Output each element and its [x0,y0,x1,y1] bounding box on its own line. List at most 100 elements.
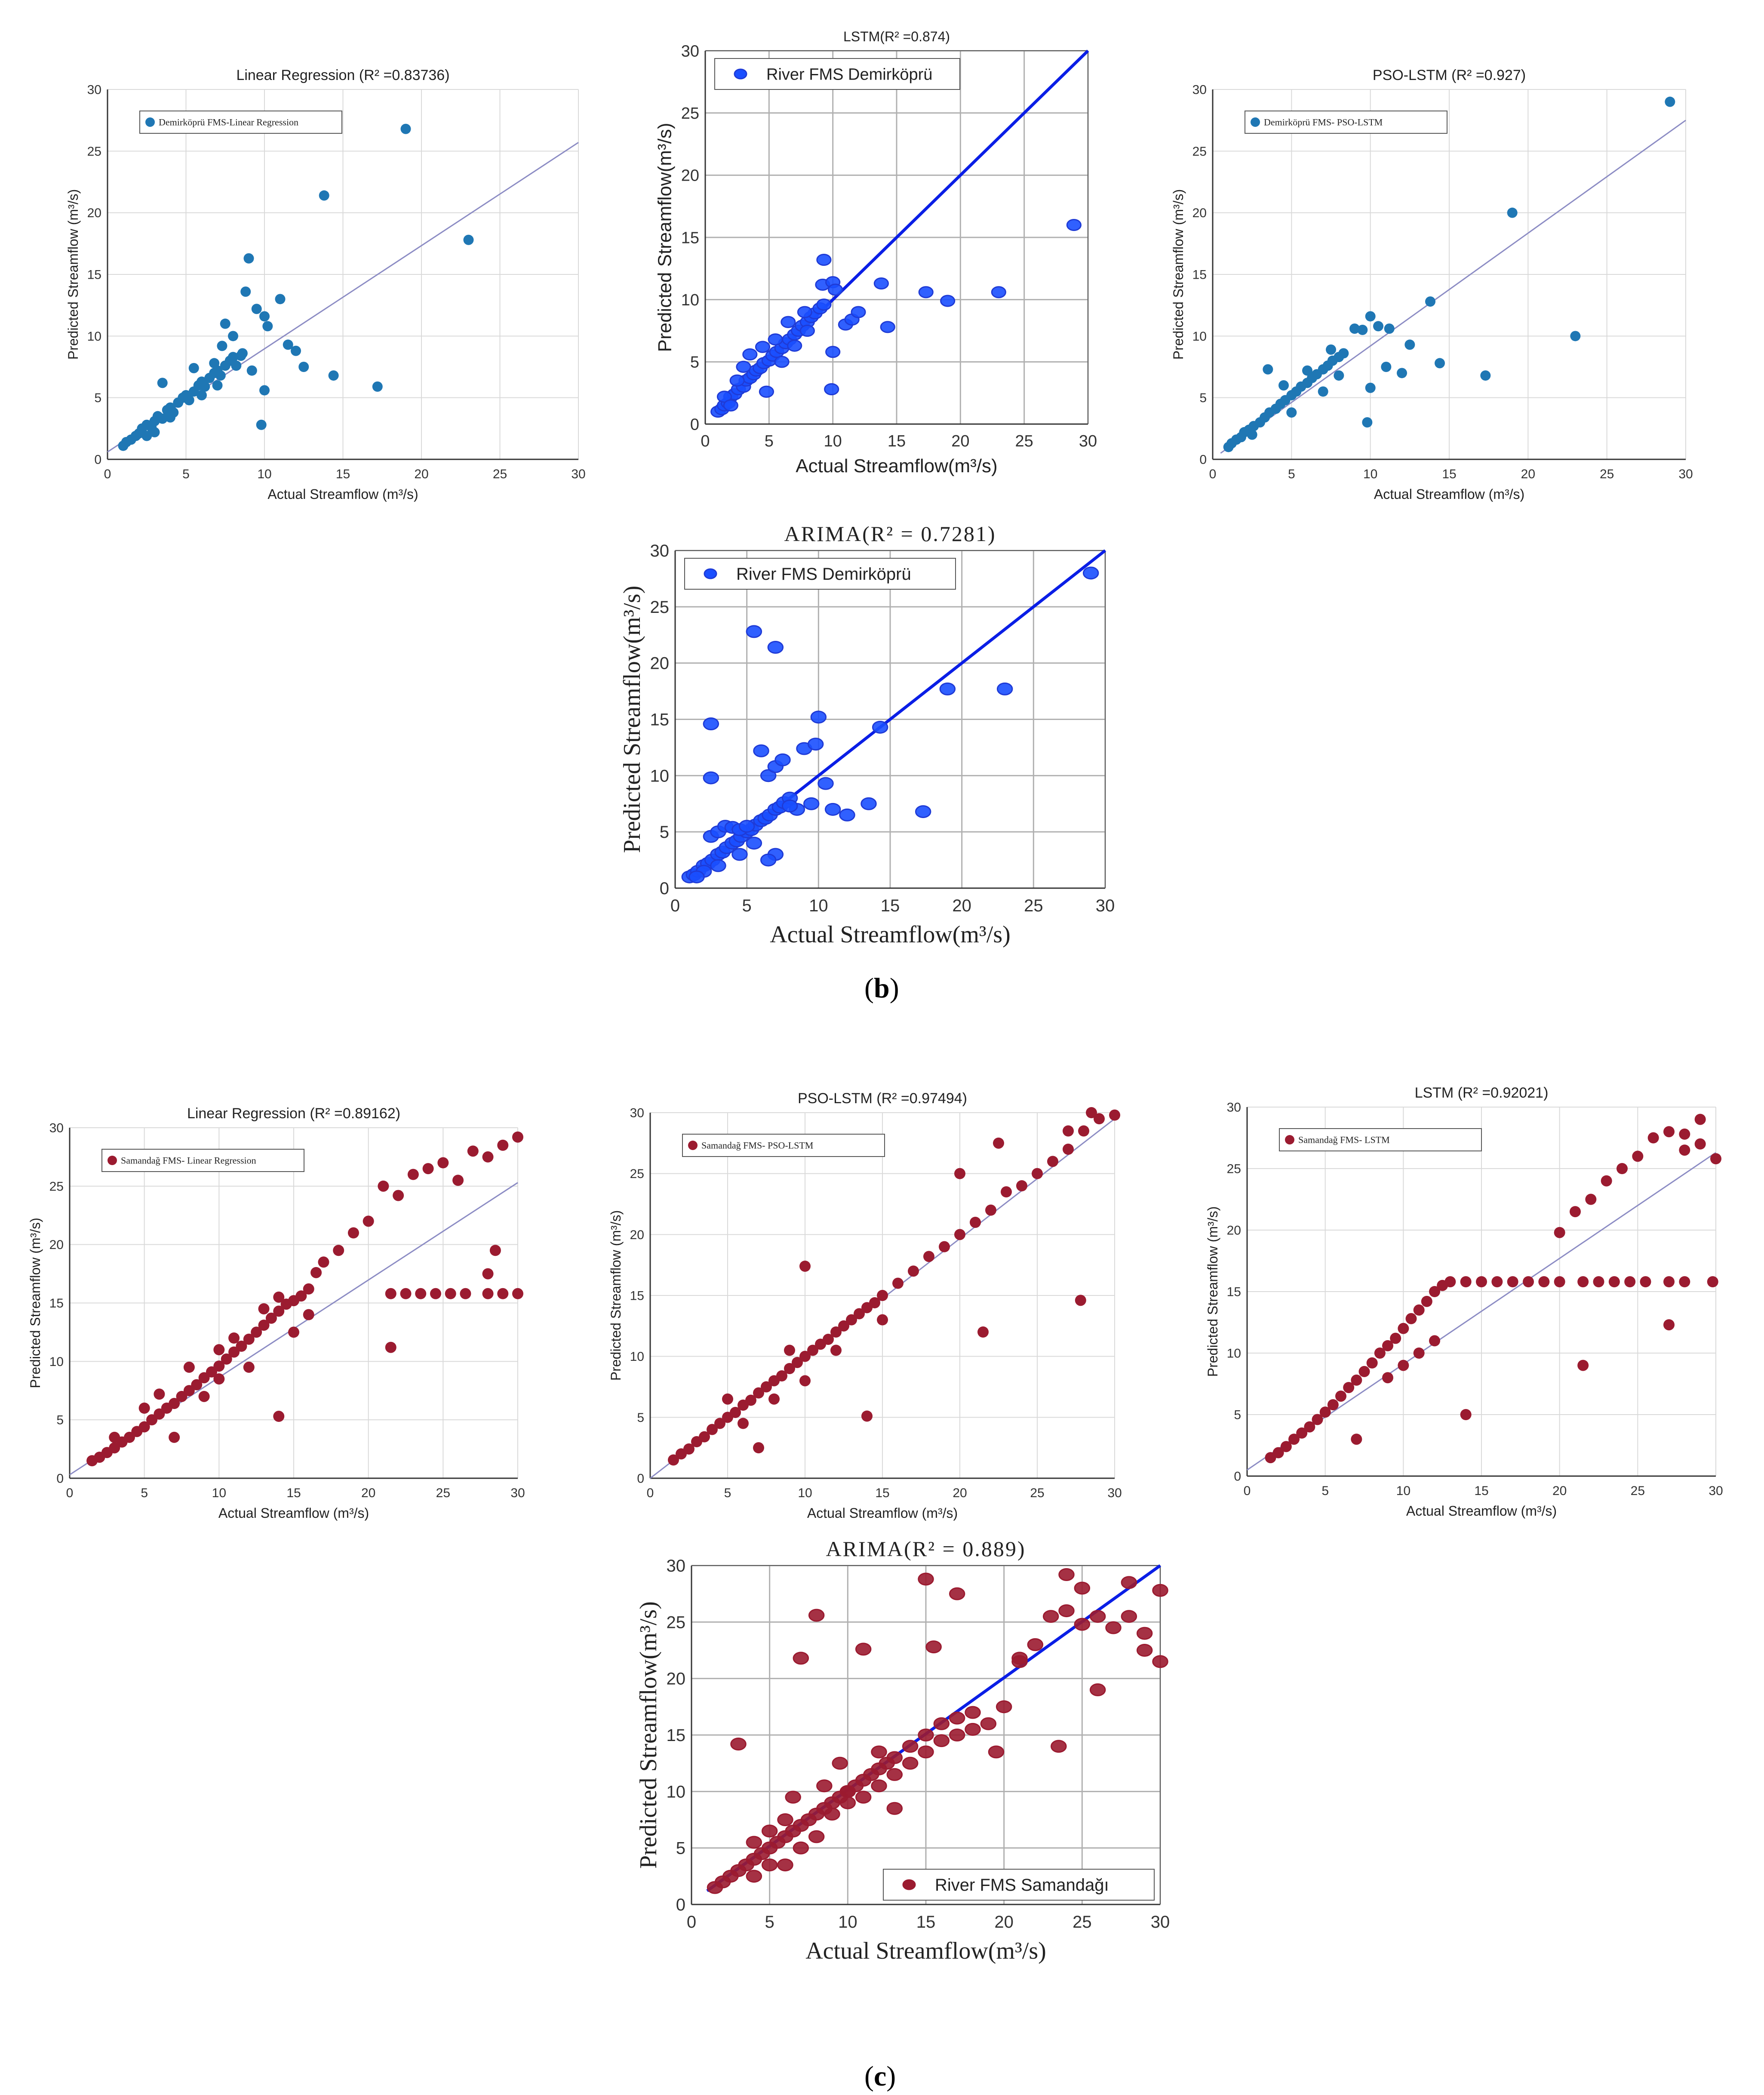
y-axis-label: Predicted Streamflow (m³/s) [28,1218,43,1388]
x-tick-label: 15 [888,432,906,450]
x-tick-label: 15 [336,467,350,481]
y-axis-label: Predicted Streamflow (m³/s) [1205,1206,1220,1377]
x-tick-label: 25 [1015,432,1033,450]
data-point [1554,1276,1565,1288]
y-tick-label: 5 [56,1413,64,1427]
data-point [784,1344,795,1356]
data-point [810,711,827,724]
y-tick-label: 0 [690,415,699,434]
data-point [1679,1128,1690,1140]
data-point [291,345,301,356]
x-tick-label: 10 [809,896,828,915]
data-point [482,1288,494,1299]
data-point [839,1785,856,1798]
data-point [925,1640,942,1654]
data-point [753,1442,764,1454]
data-point [138,1403,150,1414]
data-point [933,1717,950,1730]
data-point [792,1357,803,1368]
data-point [288,1326,299,1338]
data-point [303,1283,314,1295]
y-tick-label: 30 [87,83,101,97]
y-tick-label: 0 [94,453,101,467]
x-tick-label: 15 [916,1913,936,1932]
data-point [742,348,758,361]
data-point [933,1734,950,1747]
data-point [1381,362,1392,372]
data-point [318,1256,329,1268]
data-point [467,1145,479,1157]
y-axis-label: Predicted Streamflow(m³/s) [619,586,645,853]
chart-c1: 0 5 10 15 20 25 30 0 5 10 15 20 25 30 Linear Regressio… [28,1105,525,1521]
y-tick-label: 15 [49,1296,64,1311]
data-point [746,1870,762,1883]
x-tick-label: 20 [361,1486,375,1500]
data-point [213,1373,225,1385]
data-point [871,1745,887,1759]
chart-b2: 0 5 10 15 20 25 30 0 5 10 15 20 25 30 LSTM(R² =0.874) A… [655,29,1097,477]
data-point [169,1431,180,1443]
data-point [1358,1366,1370,1377]
data-point [236,1341,247,1352]
y-tick-label: 20 [49,1238,64,1252]
data-point [1491,1276,1503,1288]
data-point [892,1277,904,1289]
y-tick-label: 10 [667,1782,686,1801]
data-point [1304,1421,1315,1433]
data-point [776,1370,787,1381]
data-point [243,253,254,264]
data-point [991,286,1006,298]
data-point [768,1393,780,1405]
panel-label-c: (c) [864,2061,896,2092]
x-tick-label: 15 [875,1486,889,1500]
data-point [816,298,832,311]
data-point [745,1394,756,1406]
data-point [753,1387,764,1399]
data-point [1523,1276,1534,1288]
x-tick-label: 30 [1079,432,1097,450]
chart-title: ARIMA(R² = 0.7281) [784,522,996,546]
x-tick-label: 15 [1442,467,1456,481]
data-point [954,1168,965,1179]
data-point [258,1320,270,1331]
x-tick-label: 5 [765,432,774,450]
y-tick-label: 30 [1192,83,1207,97]
data-point [452,1175,464,1186]
data-point [738,1418,749,1429]
data-point [1384,323,1395,334]
data-point [797,306,813,318]
x-axis-label: Actual Streamflow(m³/s) [796,455,997,477]
data-point [1121,1610,1137,1623]
data-point [251,1326,262,1338]
data-point [738,820,755,833]
data-point [169,1398,180,1409]
data-point [1121,1576,1137,1589]
data-point [310,1267,322,1278]
data-point [1601,1175,1612,1187]
y-tick-label: 30 [630,1106,644,1120]
data-point [1011,1652,1028,1665]
data-point [807,1344,818,1356]
data-point [1608,1276,1620,1288]
y-tick-label: 15 [1192,268,1207,282]
data-point [184,395,194,406]
y-tick-label: 30 [1227,1101,1241,1115]
y-tick-label: 5 [637,1411,644,1425]
y-tick-label: 5 [1199,391,1207,405]
chart-title: LSTM(R² =0.874) [843,29,950,44]
data-point [1047,1156,1058,1167]
data-point [221,1353,232,1365]
data-point [497,1288,509,1299]
data-point [157,413,168,424]
data-point [1338,348,1349,359]
data-point [731,848,748,861]
data-point [1593,1276,1604,1288]
data-point [828,283,843,296]
data-point [1272,1447,1284,1458]
data-point [1286,407,1297,418]
y-tick-label: 20 [630,1228,644,1242]
data-point [1507,207,1518,218]
data-point [803,797,820,810]
data-point [886,1751,903,1764]
x-tick-label: 10 [824,432,842,450]
